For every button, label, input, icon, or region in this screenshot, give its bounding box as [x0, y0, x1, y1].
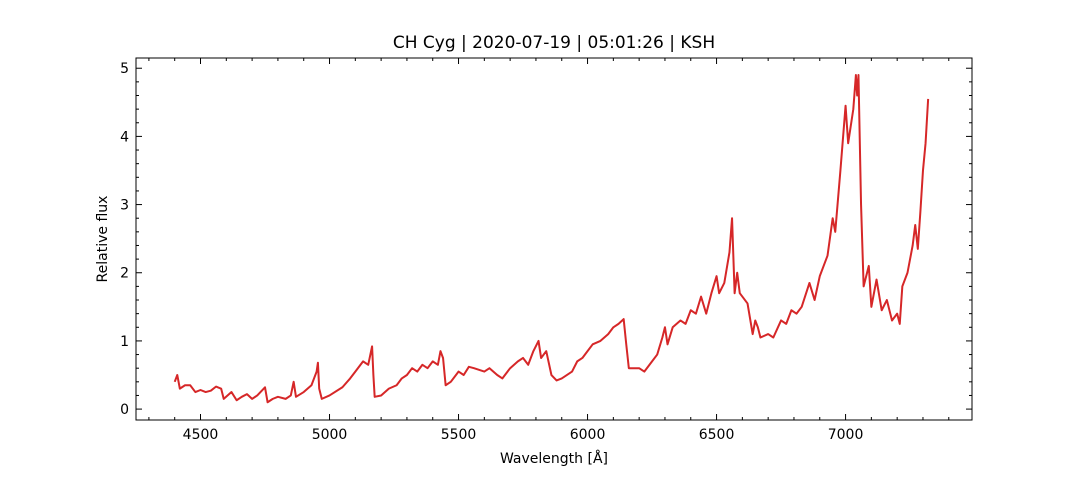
x-axis-label: Wavelength [Å] — [500, 450, 608, 467]
y-tick-label: 2 — [120, 266, 129, 282]
y-tick-label: 3 — [120, 198, 129, 214]
x-tick-label: 5500 — [441, 427, 477, 443]
chart-title: CH Cyg | 2020-07-19 | 05:01:26 | KSH — [393, 33, 715, 53]
y-tick-label: 0 — [120, 402, 129, 418]
y-tick-label: 4 — [120, 129, 129, 145]
x-tick-label: 7000 — [828, 427, 864, 443]
spectrum-line — [173, 74, 930, 404]
y-tick-label: 5 — [120, 61, 129, 77]
y-axis-label: Relative flux — [95, 196, 111, 283]
plot-frame — [135, 57, 973, 421]
x-tick-label: 5000 — [312, 427, 348, 443]
x-tick-label: 6500 — [699, 427, 735, 443]
y-tick-label: 1 — [120, 334, 129, 350]
x-tick-label: 4500 — [183, 427, 219, 443]
x-tick-label: 6000 — [570, 427, 606, 443]
